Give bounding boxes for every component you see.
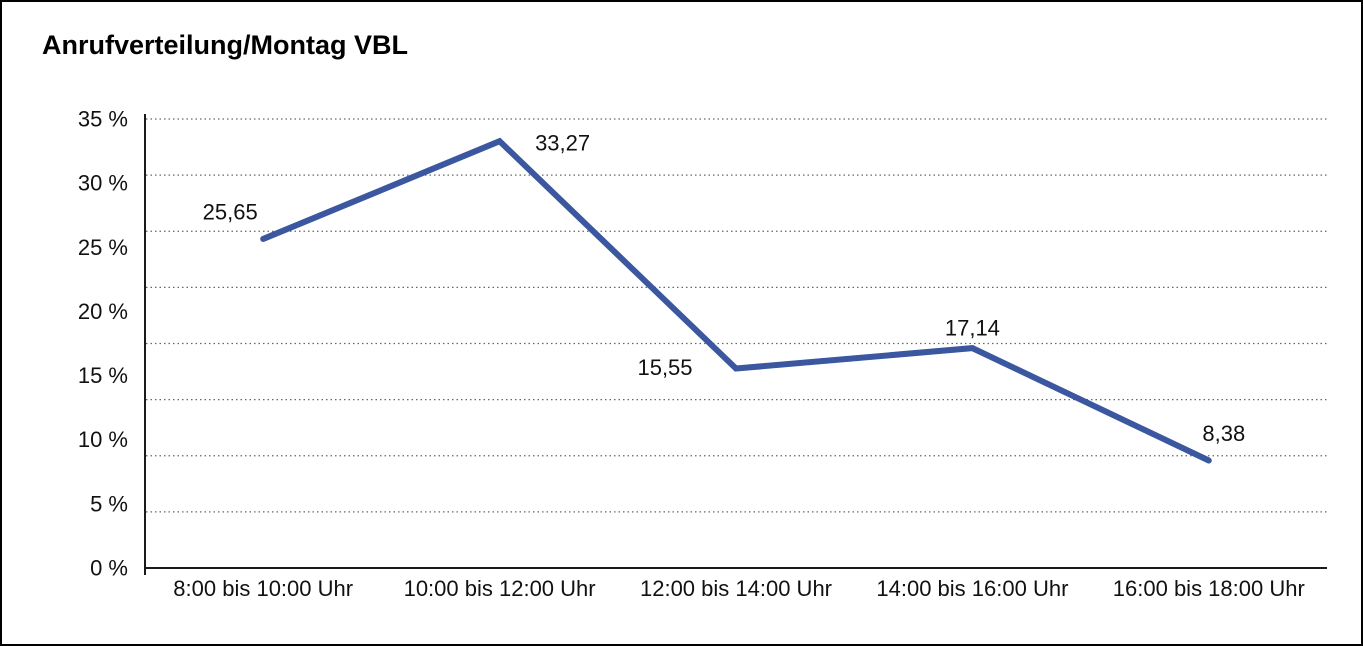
- y-tick-label: 15 %: [78, 363, 128, 388]
- data-point-label: 17,14: [945, 316, 1000, 341]
- x-category-label: 14:00 bis 16:00 Uhr: [876, 576, 1068, 601]
- y-tick-label: 0 %: [90, 556, 128, 581]
- series-line: [260, 137, 1212, 464]
- y-tick-label: 5 %: [90, 491, 128, 516]
- chart-title: Anrufverteilung/Montag VBL: [42, 30, 408, 60]
- data-point-label: 8,38: [1202, 421, 1245, 446]
- y-tick-label: 20 %: [78, 299, 128, 324]
- data-point-label: 33,27: [535, 131, 590, 156]
- x-category-label: 12:00 bis 14:00 Uhr: [640, 576, 832, 601]
- data-point-label: 25,65: [203, 199, 258, 224]
- x-category-label: 10:00 bis 12:00 Uhr: [404, 576, 596, 601]
- data-point-label: 15,55: [637, 355, 692, 380]
- y-tick-label: 25 %: [78, 235, 128, 260]
- x-category-label: 8:00 bis 10:00 Uhr: [173, 576, 353, 601]
- y-tick-label: 10 %: [78, 427, 128, 452]
- x-category-label: 16:00 bis 18:00 Uhr: [1113, 576, 1305, 601]
- y-tick-label: 30 %: [78, 171, 128, 196]
- y-tick-label: 35 %: [78, 107, 128, 132]
